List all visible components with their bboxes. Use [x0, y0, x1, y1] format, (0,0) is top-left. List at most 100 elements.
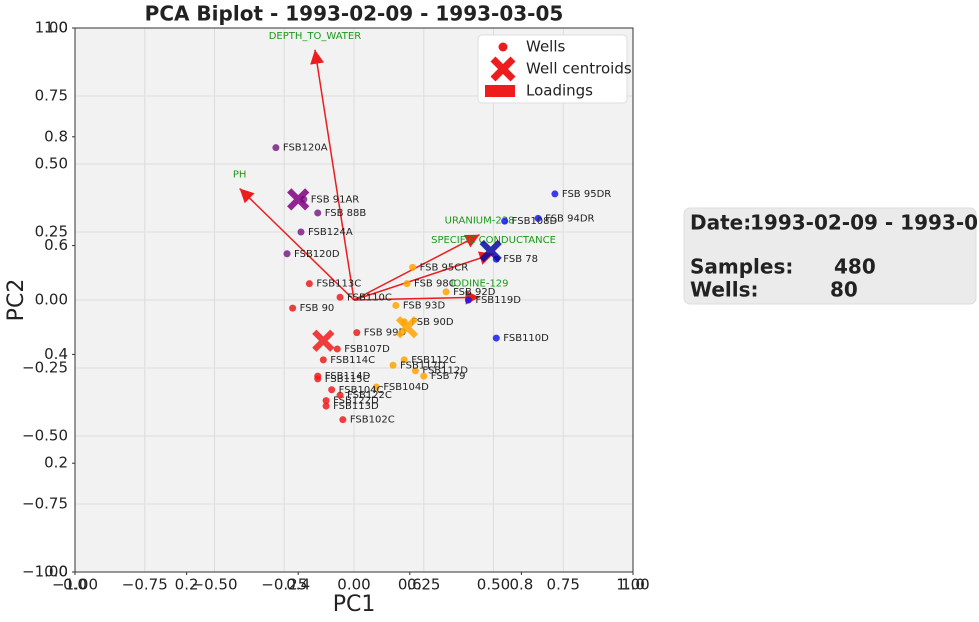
well-label: FSB 90D [411, 317, 454, 328]
well-point [411, 367, 419, 375]
well-label: FSB122D [333, 396, 379, 407]
well-point [322, 397, 330, 405]
y2-tick-label: 0.4 [44, 345, 68, 363]
arrow-head [239, 188, 255, 204]
well-point [272, 144, 280, 152]
chart-title: PCA Biplot - 1993-02-09 - 1993-03-05 [145, 2, 564, 26]
info-label: Wells: [690, 278, 759, 302]
well-label: FSB120D [294, 249, 340, 260]
loading-arrow [353, 234, 480, 301]
info-value: 480 [834, 255, 876, 279]
arrow-head [463, 234, 480, 248]
x2-tick-label: 0.2 [175, 576, 199, 594]
well-point [400, 356, 408, 364]
well-label: FSB117D [400, 360, 446, 371]
loading-arrow [353, 296, 480, 301]
info-label: Samples: [690, 255, 793, 279]
loading-arrow [239, 187, 355, 301]
well-point [319, 356, 327, 364]
info-box: Date:1993-02-09 - 1993-03-05 Samples: 480 W… [683, 207, 979, 305]
loading-label: SPECIFIC CONDUCTANCE [431, 235, 556, 246]
well-label: FSB 98C [414, 279, 456, 290]
well-point [314, 209, 322, 217]
well-point [328, 386, 336, 394]
well-label: FSB 78 [503, 254, 538, 265]
well-label: FSB 91AR [311, 194, 360, 205]
well-point [392, 301, 400, 309]
y-tick-label: 0.00 [35, 291, 68, 309]
x-tick-label: 0.00 [337, 576, 370, 594]
x-tick-label: 0.25 [407, 576, 440, 594]
y-tick-label: 1.00 [35, 19, 68, 37]
well-label: FSB110D [503, 333, 549, 344]
legend-marker [498, 42, 508, 52]
well-label: FSB120A [283, 143, 328, 154]
plot-frame [74, 27, 634, 573]
x-tick-label: 0.75 [547, 576, 580, 594]
x2-tick-label: 1.0 [621, 576, 645, 594]
well-label: FSB 79 [431, 371, 466, 382]
well-label: FSB 94DR [545, 213, 594, 224]
well-point [339, 416, 347, 424]
well-label: FSB112C [411, 355, 456, 366]
well-label: FSB122C [347, 390, 392, 401]
legend-marker [490, 56, 516, 82]
y-tick-label: −0.25 [22, 359, 68, 377]
well-point [333, 345, 341, 353]
x-tick-label: 1.00 [616, 576, 649, 594]
well-centroid [479, 239, 502, 263]
loading-label: URANIUM-238 [445, 216, 515, 227]
y-tick-label: −0.50 [22, 427, 68, 445]
well-label: FSB119D [475, 295, 521, 306]
well-point [409, 263, 417, 271]
x2-tick-label: 0.8 [509, 576, 533, 594]
well-label: FSB124A [308, 227, 353, 238]
y-axis-label: PC2 [4, 279, 29, 322]
marks: DEPTH_TO_WATER PH URANIUM-238 SPECIFIC COND… [233, 31, 611, 426]
legend-label: Well centroids [526, 60, 632, 78]
x-axis-label: PC1 [333, 592, 376, 617]
well-point [420, 372, 428, 380]
loading-label: IODINE-129 [451, 278, 509, 289]
well-point [464, 296, 472, 304]
well-point [336, 391, 344, 399]
well-point [305, 280, 313, 288]
y2-tick-label: 0.8 [44, 127, 68, 145]
y2-tick-label: 1.0 [44, 19, 68, 37]
well-centroid [395, 316, 419, 339]
well-label: FSB113C [316, 279, 361, 290]
well-label: FSB108D [512, 216, 558, 227]
well-centroid [312, 329, 335, 352]
x-tick-label: −0.75 [122, 576, 168, 594]
well-label: FSB115C [325, 374, 370, 385]
well-point [297, 228, 305, 236]
well-point [551, 190, 559, 198]
well-point [492, 334, 500, 342]
y2-tick-label: 0.2 [44, 454, 68, 472]
loading-arrow [353, 253, 494, 301]
loading-arrow [314, 49, 355, 301]
arrow-head [310, 49, 325, 65]
well-centroid [287, 188, 310, 211]
well-point [501, 217, 509, 225]
well-point [289, 304, 297, 312]
well-label: FSB 90 [300, 303, 335, 314]
well-label: FSB104C [339, 385, 384, 396]
well-point [283, 250, 291, 258]
x2-tick-label: 0.4 [286, 576, 310, 594]
y-tick-label: 0.50 [35, 155, 68, 173]
x-tick-label: −1.00 [52, 576, 98, 594]
well-label: FSB 93D [403, 300, 446, 311]
well-label: FSB 88B [325, 208, 367, 219]
well-label: FSB112D [422, 366, 468, 377]
well-label: FSB 92D [453, 287, 496, 298]
well-point [372, 383, 380, 391]
x-tick-label: 0.50 [477, 576, 510, 594]
loading-label: PH [233, 169, 247, 180]
info-value: 1993-02-09 - 1993-03-05 [750, 211, 979, 235]
well-point [314, 375, 322, 383]
well-label: FSB114D [325, 371, 371, 382]
well-label: FSB110C [347, 292, 392, 303]
well-label: FSB 95DR [562, 189, 611, 200]
